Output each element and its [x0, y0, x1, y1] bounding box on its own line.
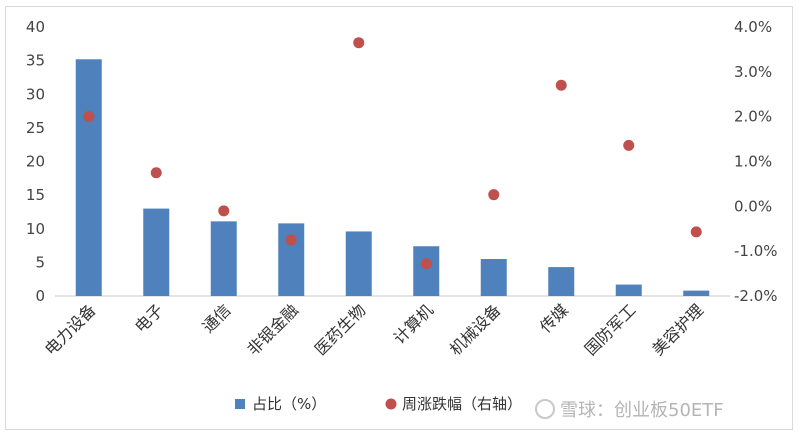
data-point [555, 79, 567, 91]
bar [345, 231, 372, 296]
category-label: 非银金融 [243, 300, 302, 359]
category-label: 电力设备 [41, 300, 100, 359]
left-axis-tick-label: 35 [26, 52, 45, 70]
category-labels: 电力设备 电子 通信 非银金融 医药生物 计算机 机械设备 传媒 国防军工 美容护理 [41, 300, 707, 359]
left-axis-tick-label: 15 [26, 186, 45, 204]
chart-frame [5, 6, 793, 430]
data-point [150, 167, 162, 179]
bar [210, 221, 237, 296]
legend-dot-label: 周涨跌幅（右轴） [402, 395, 522, 413]
watermark-logo-icon [535, 399, 555, 419]
bar [75, 59, 102, 296]
bar [615, 284, 642, 296]
legend-bar-label: 占比（%） [252, 395, 326, 413]
category-label: 国防军工 [581, 300, 640, 359]
bar [278, 223, 305, 296]
bar [143, 208, 170, 296]
category-label: 通信 [199, 300, 235, 336]
category-label: 计算机 [390, 300, 437, 347]
data-point [488, 189, 500, 201]
right-axis-tick-label: 2.0% [734, 108, 772, 126]
watermark: 雪球：创业板50ETF [535, 399, 724, 421]
data-point [285, 234, 297, 246]
category-label: 机械设备 [446, 300, 505, 359]
legend: 占比（%） 周涨跌幅（右轴） [235, 395, 522, 413]
right-axis-tick-label: 4.0% [734, 18, 772, 36]
legend-dot-swatch [385, 398, 397, 410]
left-axis-tick-label: 10 [26, 220, 45, 238]
data-point [623, 139, 635, 151]
watermark-text: 雪球：创业板50ETF [560, 400, 724, 421]
left-axis-tick-label: 5 [35, 253, 45, 271]
bar [413, 246, 440, 296]
category-label: 医药生物 [311, 300, 370, 359]
left-axis-tick-label: 25 [26, 119, 45, 137]
data-point [218, 205, 230, 217]
data-point [690, 226, 702, 238]
bar [480, 259, 507, 296]
right-axis-tick-label: -1.0% [734, 242, 778, 260]
data-point [420, 258, 432, 270]
left-axis-tick-label: 20 [26, 153, 45, 171]
category-label: 电子 [131, 300, 167, 336]
right-axis-tick-label: 3.0% [734, 63, 772, 81]
data-point [83, 111, 95, 123]
dot-series [83, 37, 702, 270]
data-point [353, 37, 365, 49]
bar [548, 267, 575, 296]
right-axis-tick-label: -2.0% [734, 287, 778, 305]
left-axis-tick-label: 30 [26, 85, 45, 103]
left-axis-tick-label: 0 [35, 287, 45, 305]
category-label: 传媒 [536, 300, 572, 336]
left-axis-tick-label: 40 [26, 18, 45, 36]
left-axis: 0 5 10 15 20 25 30 35 40 [26, 18, 45, 305]
right-axis-tick-label: 0.0% [734, 197, 772, 215]
bar-series [75, 59, 710, 296]
legend-bar-swatch [235, 399, 245, 409]
category-label: 美容护理 [648, 300, 707, 359]
right-axis-tick-label: 1.0% [734, 153, 772, 171]
bar [683, 290, 710, 296]
right-axis: -2.0% -1.0% 0.0% 1.0% 2.0% 3.0% 4.0% [734, 18, 778, 305]
